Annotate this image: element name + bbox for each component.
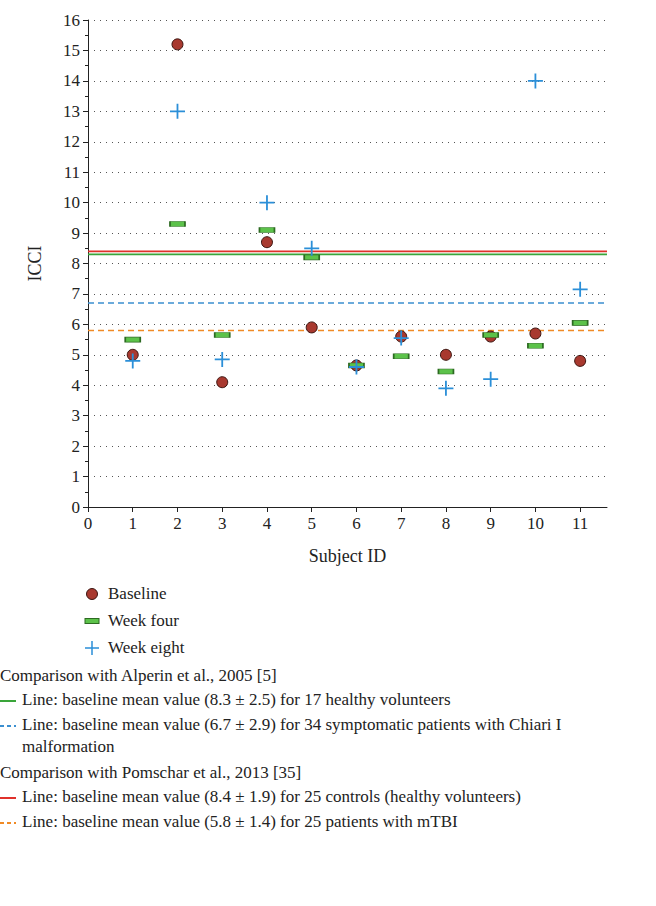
svg-text:3: 3 [218,514,227,533]
html-text:Comparison with Alperin et al.: Comparison with Alperin et al., 2005 [5] [0,666,277,685]
html-text:Line: baseline mean value (5.8: Line: baseline mean value (5.8 ± 1.4) fo… [22,812,458,831]
html-text:Week eight: Week eight [108,637,185,657]
svg-text:11: 11 [64,163,80,182]
svg-text:15: 15 [63,41,80,60]
svg-text:2: 2 [173,514,182,533]
html-text:Line: baseline mean value (8.3: Line: baseline mean value (8.3 ± 2.5) fo… [22,690,451,709]
svg-text:11: 11 [572,514,588,533]
html-text:Baseline: Baseline [108,583,167,603]
svg-text:10: 10 [63,193,80,212]
svg-text:7: 7 [72,284,81,303]
svg-text:1: 1 [128,514,137,533]
svg-text:5: 5 [307,514,316,533]
svg-text:4: 4 [263,514,272,533]
svg-text:13: 13 [63,102,80,121]
svg-text:Subject ID: Subject ID [309,546,386,566]
html-text:Line: baseline mean value (8.4: Line: baseline mean value (8.4 ± 1.9) fo… [22,787,521,806]
svg-text:9: 9 [486,514,495,533]
svg-text:9: 9 [72,224,81,243]
svg-text:8: 8 [442,514,451,533]
svg-text:0: 0 [84,514,93,533]
svg-text:3: 3 [72,406,81,425]
svg-text:6: 6 [352,514,361,533]
svg-text:14: 14 [63,71,81,90]
html-text:Line: baseline mean value (6.7: Line: baseline mean value (6.7 ± 2.9) fo… [22,715,562,756]
svg-text:8: 8 [72,254,81,273]
svg-text:1: 1 [72,467,81,486]
svg-text:7: 7 [397,514,406,533]
html-text:Comparison with Pomschar et al: Comparison with Pomschar et al., 2013 [3… [0,763,302,782]
svg-text:ICCI: ICCI [25,245,45,281]
svg-text:2: 2 [72,437,81,456]
svg-text:16: 16 [63,11,80,30]
svg-text:5: 5 [72,345,81,364]
svg-text:6: 6 [72,315,81,334]
svg-text:4: 4 [72,376,81,395]
svg-text:0: 0 [72,498,81,517]
html-text:Week four: Week four [108,610,179,630]
svg-text:10: 10 [527,514,544,533]
svg-text:12: 12 [63,132,80,151]
